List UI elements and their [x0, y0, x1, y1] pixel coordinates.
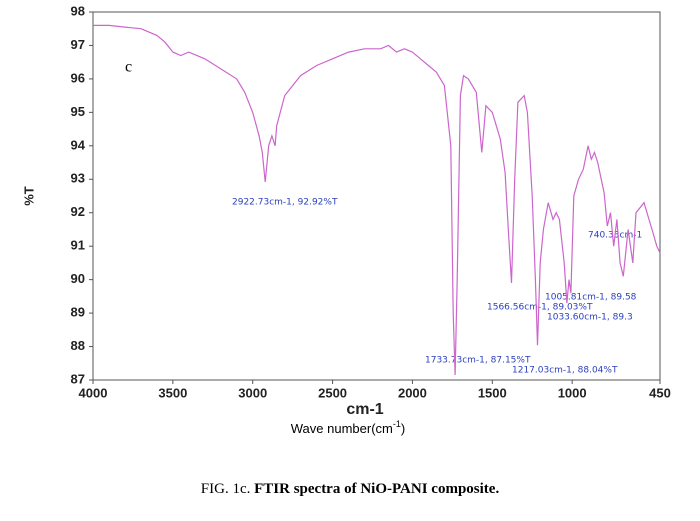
caption: FIG. 1c. FTIR spectra of NiO-PANI compos…	[201, 481, 500, 497]
x-tick-label: 3000	[238, 385, 267, 400]
y-tick-label: 98	[71, 3, 85, 18]
x-tick-label: 3500	[158, 385, 187, 400]
annotation: 1733.73cm-1, 87.15%T	[425, 356, 531, 366]
y-axis-label: %T	[21, 186, 36, 206]
spectrum-line	[93, 24, 661, 376]
y-tick-label: 88	[71, 338, 85, 353]
x-tick-label: 2000	[398, 385, 427, 400]
y-tick-label: 92	[71, 204, 85, 219]
annotation: 1566.56cm-1, 89.03%T	[487, 303, 593, 313]
annotation: 2922.73cm-1, 92.92%T	[232, 198, 338, 208]
x-tick-label: 4000	[79, 385, 108, 400]
x-tick-label: 1000	[558, 385, 587, 400]
y-tick-label: 95	[71, 104, 85, 119]
y-tick-label: 90	[71, 271, 85, 286]
x-label-sup: -1	[393, 419, 401, 429]
x-label-close: )	[401, 421, 405, 436]
y-tick-label: 94	[71, 137, 86, 152]
y-tick-label: 91	[71, 238, 85, 253]
x-tick-label: 450	[649, 385, 671, 400]
x-label-text: Wave number(cm	[291, 421, 393, 436]
y-tick-label: 97	[71, 37, 85, 52]
x-tick-label: 2500	[318, 385, 347, 400]
x-axis-label-secondary: Wave number(cm-1)	[291, 419, 405, 436]
y-tick-label: 87	[71, 371, 85, 386]
plot-frame	[92, 11, 661, 381]
panel-label: c	[125, 59, 132, 76]
annotation: 1033.60cm-1, 89.3	[547, 313, 633, 323]
annotation: 1217.03cm-1, 88.04%T	[512, 366, 618, 376]
caption-prefix: FIG. 1c.	[201, 481, 251, 497]
x-axis-label: cm-1	[346, 401, 383, 418]
y-tick-label: 93	[71, 171, 85, 186]
annotation: 1005.81cm-1, 89.58	[545, 293, 637, 303]
y-tick-label: 96	[71, 70, 85, 85]
x-tick-label: 1500	[478, 385, 507, 400]
y-tick-label: 89	[71, 305, 85, 320]
caption-bold: FTIR spectra of NiO-PANI composite.	[254, 481, 499, 497]
